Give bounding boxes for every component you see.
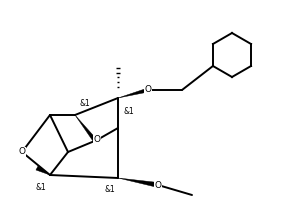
- Polygon shape: [36, 166, 50, 175]
- Polygon shape: [118, 178, 158, 187]
- Text: O: O: [154, 181, 161, 189]
- Text: O: O: [145, 86, 152, 95]
- Text: &1: &1: [35, 183, 46, 192]
- Polygon shape: [75, 115, 99, 144]
- Text: O: O: [19, 148, 26, 157]
- Text: &1: &1: [80, 99, 91, 108]
- Polygon shape: [118, 88, 148, 98]
- Text: O: O: [94, 135, 100, 145]
- Text: &1: &1: [123, 107, 134, 116]
- Text: &1: &1: [104, 185, 115, 194]
